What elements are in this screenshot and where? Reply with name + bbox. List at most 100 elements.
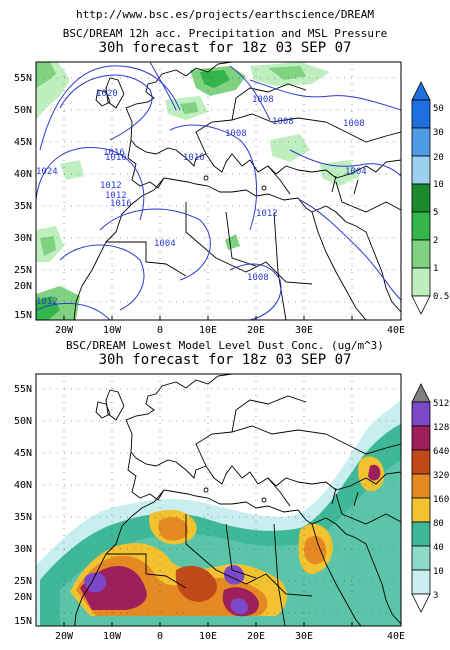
- isobar-label: 1020: [96, 89, 118, 99]
- colorbar-swatch: [411, 425, 431, 451]
- lat-label: 30N: [14, 233, 32, 244]
- lon-label: 0: [157, 631, 163, 642]
- colorbar-swatch: [411, 545, 431, 571]
- lon-label: 40E: [387, 325, 405, 336]
- lat-label: 55N: [14, 73, 32, 84]
- isobar-label: 1012: [256, 209, 278, 219]
- isobar-label: 1004: [154, 239, 176, 249]
- colorbar-label: 30: [433, 128, 444, 138]
- isobar-label: 1024: [36, 167, 58, 177]
- colorbar-top-arrow: [411, 383, 431, 403]
- colorbar-label: 1: [433, 264, 438, 274]
- precip-colorbar: 50 30 20 10 5 2 1 0.5: [411, 81, 449, 315]
- lat-label: 35N: [14, 512, 32, 523]
- colorbar-label: 640: [433, 447, 449, 457]
- latitude-labels: 55N 50N 45N 40N 35N 30N 25N 20N 15N: [14, 73, 32, 321]
- colorbar-swatch: [411, 211, 431, 241]
- colorbar-labels: 5120 1280 640 320 160 80 40 10 3: [433, 399, 450, 601]
- isobar-label: 1016: [110, 199, 132, 209]
- lon-label: 20E: [247, 325, 265, 336]
- lat-label: 40N: [14, 480, 32, 491]
- map-frame: [35, 61, 402, 321]
- dust-fills: [36, 400, 401, 626]
- lon-label: 10W: [103, 325, 122, 336]
- lon-label: 20W: [55, 325, 74, 336]
- colorbar-top-arrow: [411, 81, 431, 101]
- lat-label: 55N: [14, 384, 32, 395]
- lon-label: 20E: [247, 631, 265, 642]
- colorbar-swatch: [411, 127, 431, 157]
- colorbar-labels: 50 30 20 10 5 2 1 0.5: [433, 104, 449, 302]
- isobar-label: 1008: [343, 119, 365, 129]
- colorbar-swatch: [411, 497, 431, 523]
- lon-label: 20W: [55, 631, 74, 642]
- lon-label: 40E: [387, 631, 405, 642]
- isobar-label: 1008: [272, 117, 294, 127]
- isobar-label: 1012: [100, 181, 122, 191]
- colorbar-label: 5: [433, 208, 438, 218]
- lon-label: 10E: [199, 325, 217, 336]
- lat-label: 20N: [14, 592, 32, 603]
- isobar-label: 1004: [345, 167, 367, 177]
- colorbar-swatch: [411, 183, 431, 213]
- colorbar-label: 160: [433, 495, 449, 505]
- colorbar-label: 1280: [433, 423, 450, 433]
- colorbar-label: 40: [433, 543, 444, 553]
- colorbar-label: 10: [433, 180, 444, 190]
- colorbar-label: 50: [433, 104, 444, 114]
- dust-colorbar: 5120 1280 640 320 160 80 40 10 3: [411, 383, 450, 613]
- colorbar-swatch: [411, 473, 431, 499]
- colorbar-swatch: [411, 267, 431, 297]
- isobar-label: 1012: [105, 191, 127, 201]
- isobar-label: 1016: [183, 153, 205, 163]
- lat-label: 35N: [14, 201, 32, 212]
- lat-label: 45N: [14, 137, 32, 148]
- precip-map: 1020 1008 1008 1008 1008 1016 1016 1016 …: [14, 61, 405, 336]
- source-url: http://www.bsc.es/projects/earthscience/…: [75, 8, 374, 21]
- longitude-labels: 20W 10W 0 10E 20E 30E 40E: [55, 325, 405, 336]
- isobar-label: 1012: [36, 297, 58, 307]
- isobar-lines: [36, 62, 401, 320]
- lat-label: 15N: [14, 310, 32, 321]
- colorbar-label: 0.5: [433, 292, 449, 302]
- colorbar-bottom-arrow: [411, 593, 431, 613]
- map-grid: [36, 62, 401, 320]
- lat-label: 15N: [14, 616, 32, 627]
- colorbar-label: 10: [433, 567, 444, 577]
- lat-label: 20N: [14, 281, 32, 292]
- isobar-label: 1008: [247, 273, 269, 283]
- lat-label: 25N: [14, 576, 32, 587]
- dust-map-title: BSC/DREAM Lowest Model Level Dust Conc. …: [66, 339, 384, 352]
- lon-label: 10W: [103, 631, 122, 642]
- colorbar-label: 2: [433, 236, 438, 246]
- lon-label: 10E: [199, 631, 217, 642]
- lat-label: 50N: [14, 416, 32, 427]
- longitude-labels: 20W 10W 0 10E 20E 30E 40E: [55, 631, 405, 642]
- colorbar-bottom-arrow: [411, 295, 431, 315]
- lon-label: 30E: [295, 325, 313, 336]
- isobar-label: 1008: [252, 95, 274, 105]
- colorbar-label: 20: [433, 153, 444, 163]
- precip-fills: [36, 62, 360, 320]
- colorbar-label: 5120: [433, 399, 450, 409]
- isobar-labels: 1020 1008 1008 1008 1008 1016 1016 1016 …: [36, 89, 367, 307]
- axis-ticks: [63, 316, 353, 320]
- lon-label: 0: [157, 325, 163, 336]
- isobar-label: 1016: [103, 148, 125, 158]
- colorbar-label: 80: [433, 519, 444, 529]
- colorbar-swatch: [411, 449, 431, 475]
- colorbar-label: 3: [433, 591, 438, 601]
- colorbar-swatch: [411, 569, 431, 595]
- lon-label: 30E: [295, 631, 313, 642]
- dust-map: 55N 50N 45N 40N 35N 30N 25N 20N 15N 20W …: [14, 373, 405, 642]
- lat-label: 40N: [14, 169, 32, 180]
- colorbar-swatch: [411, 155, 431, 185]
- colorbar-swatch: [411, 401, 431, 427]
- lat-label: 45N: [14, 448, 32, 459]
- map-frame: [35, 373, 402, 627]
- isobar-label: 1016: [105, 153, 127, 163]
- colorbar-label: 320: [433, 471, 449, 481]
- map-grid: [36, 374, 401, 626]
- lat-label: 50N: [14, 105, 32, 116]
